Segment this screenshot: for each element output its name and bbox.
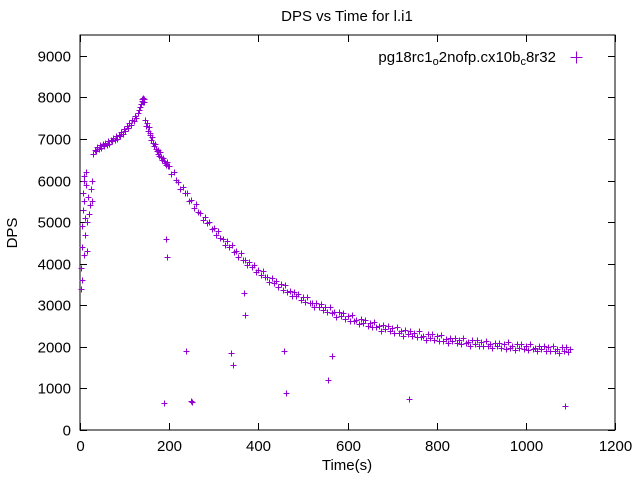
x-tick-label: 600 (336, 438, 361, 455)
legend-label-part: 2nofp.cx10b (439, 49, 521, 66)
y-tick-label: 5000 (38, 215, 71, 232)
y-axis-label: DPS (4, 218, 21, 249)
y-tick-label: 3000 (38, 298, 71, 315)
legend-label-part: 8r32 (526, 49, 556, 66)
y-tick-label: 9000 (38, 49, 71, 66)
chart-title: DPS vs Time for l.i1 (281, 8, 413, 25)
plot-area: 0 200 400 600 800 1000 1200 0 1000 2000 3000 4000 50… (38, 35, 632, 455)
plot-border (79, 34, 616, 431)
x-tick-label: 800 (425, 438, 450, 455)
legend-label-part: pg18rc1 (378, 49, 432, 66)
y-tick-label: 6000 (38, 174, 71, 191)
legend-label: pg18rc1o2nofp.cx10bc8r32 (378, 49, 556, 68)
y-tick-label: 7000 (38, 132, 71, 149)
y-tick-label: 2000 (38, 340, 71, 357)
scatter-points (78, 95, 574, 410)
x-tick-label: 1200 (599, 438, 632, 455)
x-tick-label: 400 (246, 438, 271, 455)
y-tick-label: 0 (63, 423, 71, 440)
y-tick-label: 4000 (38, 257, 71, 274)
x-axis-label: Time(s) (322, 457, 372, 474)
legend-label-subscript: c (520, 56, 526, 68)
legend-label-subscript: o (433, 56, 439, 68)
y-tick-label: 1000 (38, 381, 71, 398)
x-tick-label: 0 (76, 438, 84, 455)
y-tick-label: 8000 (38, 90, 71, 107)
x-tick-label: 200 (157, 438, 182, 455)
legend-sample-marker (570, 51, 583, 64)
x-tick-label: 1000 (510, 438, 543, 455)
